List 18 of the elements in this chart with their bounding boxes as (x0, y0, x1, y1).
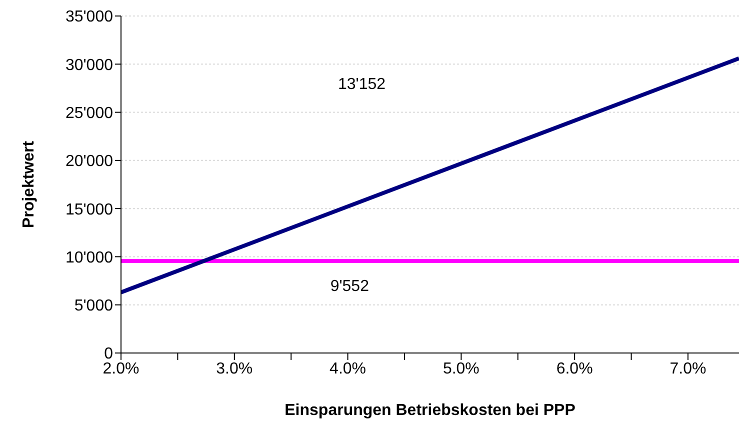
x-tick-label: 2.0% (102, 360, 140, 378)
x-tick-label: 6.0% (556, 360, 593, 378)
x-axis-title: Einsparungen Betriebskosten bei PPP (284, 402, 576, 419)
y-tick-label: 25'000 (65, 104, 114, 122)
y-tick-label: 5'000 (74, 298, 114, 315)
annotation: 13'152 (338, 76, 386, 94)
x-tick-label: 3.0% (216, 360, 253, 378)
y-tick-label: 20'000 (65, 153, 114, 170)
y-axis-title: Projektwert (20, 140, 38, 228)
ref-line-label: 9'552 (330, 278, 370, 296)
y-tick-label: 15'000 (65, 201, 114, 218)
y-tick-label: 0 (104, 346, 114, 363)
y-tick-label: 35'000 (65, 8, 114, 26)
x-tick-label: 7.0% (670, 360, 706, 378)
y-tick-label: 10'000 (65, 249, 114, 266)
x-tick-label: 4.0% (330, 360, 366, 378)
x-tick-label: 5.0% (442, 360, 480, 378)
y-tick-label: 30'000 (65, 56, 114, 74)
